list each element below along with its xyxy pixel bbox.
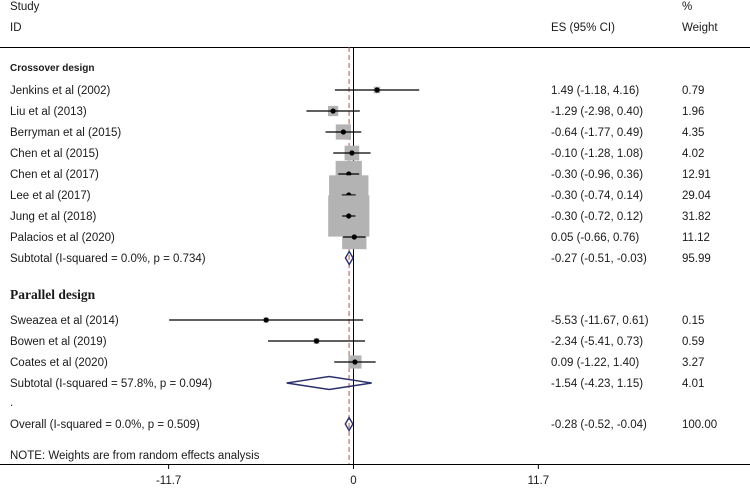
x-tick-label: 0: [350, 475, 356, 487]
weight-value: 31.82: [682, 211, 711, 223]
point-estimate: [374, 87, 380, 93]
weight-value: 12.91: [682, 169, 711, 181]
es-ci-value: 0.05 (-0.66, 0.76): [551, 232, 639, 244]
es-ci-value: -0.10 (-1.28, 1.08): [551, 148, 643, 160]
x-axis: -11.7 0 11.7: [156, 464, 550, 487]
study-label: Bowen et al (2019): [10, 336, 107, 348]
subtotal-diamond: [286, 375, 372, 391]
overall-es-ci: -0.28 (-0.52, -0.04): [551, 419, 647, 431]
point-estimate: [340, 129, 346, 135]
study-label: Jung et al (2018): [10, 211, 96, 223]
point-estimate: [352, 359, 358, 365]
header-id: ID: [10, 22, 22, 34]
study-label: Lee et al (2017): [10, 190, 91, 202]
point-estimate: [346, 171, 352, 177]
study-label: Berryman et al (2015): [10, 127, 121, 139]
es-ci-value: -0.30 (-0.74, 0.14): [551, 190, 643, 202]
es-ci-value: -0.30 (-0.96, 0.36): [551, 169, 643, 181]
study-label: Liu et al (2013): [10, 106, 87, 118]
row-group-1: Sweazea et al (2014) Bowen et al (2019) …: [10, 315, 704, 390]
point-estimate: [313, 338, 320, 344]
study-label: Jenkins et al (2002): [10, 85, 111, 97]
es-ci-value: -5.53 (-11.67, 0.61): [551, 315, 649, 327]
point-estimate: [346, 213, 352, 219]
es-ci-value: -0.27 (-0.51, -0.03): [551, 253, 647, 265]
weight-value: 0.15: [682, 315, 704, 327]
es-ci-value: -0.64 (-1.77, 0.49): [551, 127, 643, 139]
es-ci-value: -2.34 (-5.41, 0.73): [551, 336, 643, 348]
weight-value: 1.96: [682, 106, 704, 118]
header-weight: Weight: [682, 22, 718, 34]
x-tick-label: 11.7: [528, 475, 550, 487]
separator-dot: .: [10, 397, 13, 409]
group-heading-crossover: Crossover design: [10, 63, 94, 74]
es-ci-value: -1.54 (-4.23, 1.15): [551, 378, 643, 390]
weight-value: 4.35: [682, 127, 704, 139]
subtotal-label: Subtotal (I-squared = 0.0%, p = 0.734): [10, 253, 206, 265]
overall-diamond: [344, 416, 354, 432]
es-ci-value: -0.30 (-0.72, 0.12): [551, 211, 643, 223]
study-label: Chen et al (2017): [10, 169, 99, 181]
es-ci-value: 0.09 (-1.22, 1.40): [551, 357, 639, 369]
study-label: Sweazea et al (2014): [10, 315, 119, 327]
weight-value: 0.79: [682, 85, 704, 97]
weight-value: 0.59: [682, 336, 704, 348]
es-ci-value: -1.29 (-2.98, 0.40): [551, 106, 643, 118]
point-estimate: [351, 234, 357, 240]
study-label: Palacios et al (2020): [10, 232, 115, 244]
weight-value: 29.04: [682, 190, 711, 202]
weight-value: 4.02: [682, 148, 704, 160]
es-ci-value: 1.49 (-1.18, 4.16): [551, 85, 639, 97]
study-label: Chen et al (2015): [10, 148, 99, 160]
overall-label: Overall (I-squared = 0.0%, p = 0.509): [10, 419, 200, 431]
weight-value: 11.12: [682, 232, 710, 244]
point-estimate: [349, 150, 355, 156]
row-group-0: Jenkins et al (2002) Liu et al (2013) Be…: [10, 85, 711, 265]
forest-marks: [169, 86, 420, 432]
header-study: Study: [10, 1, 40, 13]
point-estimate: [263, 317, 269, 323]
overall-weight: 100.00: [682, 419, 717, 431]
subtotal-label: Subtotal (I-squared = 57.8%, p = 0.094): [10, 378, 212, 390]
footnote: NOTE: Weights are from random effects an…: [10, 450, 260, 462]
header-percent: %: [682, 1, 692, 13]
header-es-ci: ES (95% CI): [551, 22, 615, 34]
subtotal-diamond: [344, 250, 354, 266]
weight-value: 95.99: [682, 253, 711, 265]
point-estimate: [330, 108, 336, 114]
x-tick-label: -11.7: [156, 475, 181, 487]
weight-value: 4.01: [682, 378, 704, 390]
weight-value: 3.27: [682, 357, 704, 369]
study-label: Coates et al (2020): [10, 357, 108, 369]
group-heading-parallel: Parallel design: [10, 287, 96, 302]
